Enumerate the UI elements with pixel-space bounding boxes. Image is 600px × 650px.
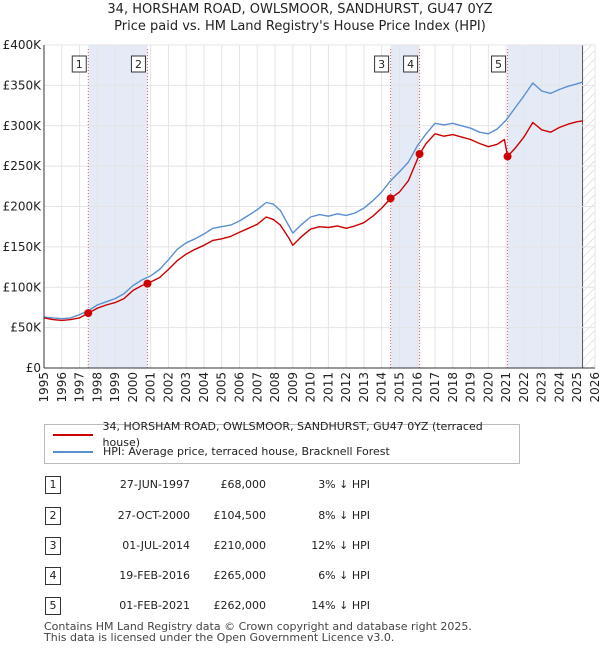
legend-item-hpi: HPI: Average price, terraced house, Brac… (53, 444, 390, 460)
transaction-label-box (491, 55, 507, 73)
y-tick-label: £250K (3, 159, 43, 173)
sale-point (143, 279, 152, 288)
transaction-hpi-diff: 8% ↓ HPI (318, 509, 370, 522)
y-tick-label: £400K (3, 38, 43, 52)
transaction-price: £68,000 (220, 478, 267, 491)
table-row: 4 19-FEB-2016 £265,000 6% ↓ HPI (0, 565, 600, 587)
x-tick-label: 2014 (375, 372, 389, 403)
footer-copyright: Contains HM Land Registry data © Crown c… (44, 620, 472, 633)
transaction-hpi-diff: 3% ↓ HPI (318, 478, 370, 491)
x-tick-label: 2016 (410, 372, 424, 403)
x-tick-label: 2011 (321, 372, 335, 403)
legend-swatch-hpi (53, 451, 93, 453)
transaction-date: 27-JUN-1997 (119, 478, 190, 491)
x-tick-label: 2015 (392, 372, 406, 403)
legend-label-property: 34, HORSHAM ROAD, OWLSMOOR, SANDHURST, G… (102, 420, 483, 449)
transaction-number-badge: 1 (45, 476, 61, 494)
x-tick-label: 2009 (286, 372, 300, 403)
x-tick-label: 2026 (588, 372, 600, 403)
x-tick-label: 2001 (144, 372, 158, 403)
transaction-label-number: 3 (378, 58, 385, 71)
transaction-label-number: 2 (135, 58, 142, 71)
transaction-label-box (71, 55, 87, 73)
sale-point (503, 152, 512, 161)
sale-point (84, 309, 93, 318)
x-tick-label: 2010 (304, 372, 318, 403)
x-tick-label: 2004 (197, 372, 211, 403)
x-tick-label: 2021 (499, 372, 513, 403)
transaction-date: 01-FEB-2021 (119, 599, 190, 612)
x-tick-label: 2002 (161, 372, 175, 403)
x-tick-label: 2024 (552, 372, 566, 403)
table-row: 1 27-JUN-1997 £68,000 3% ↓ HPI (0, 474, 600, 496)
x-tick-label: 2000 (126, 372, 140, 403)
y-tick-label: £200K (3, 200, 43, 214)
x-tick-label: 2006 (233, 372, 247, 403)
sale-point (386, 194, 395, 203)
transaction-number-badge: 3 (45, 537, 61, 555)
x-tick-label: 1995 (37, 372, 51, 403)
x-tick-label: 2007 (250, 372, 264, 403)
transaction-price: £210,000 (213, 539, 267, 552)
y-tick-label: £300K (3, 119, 43, 133)
transaction-label-box (403, 55, 419, 73)
legend-item-property: 34, HORSHAM ROAD, OWLSMOOR, SANDHURST, G… (53, 420, 519, 449)
transaction-label-box (130, 55, 146, 73)
transaction-price: £262,000 (213, 599, 267, 612)
footer-licence: This data is licensed under the Open Gov… (44, 631, 395, 644)
x-tick-label: 1998 (90, 372, 104, 403)
x-tick-label: 2023 (535, 372, 549, 403)
transaction-number-badge: 4 (45, 567, 61, 585)
property-series-line (43, 120, 583, 322)
x-tick-label: 2018 (446, 372, 460, 403)
x-tick-label: 2003 (179, 372, 193, 403)
x-tick-label: 1997 (73, 372, 87, 403)
chart-title: 34, HORSHAM ROAD, OWLSMOOR, SANDHURST, G… (107, 2, 493, 17)
table-row: 5 01-FEB-2021 £262,000 14% ↓ HPI (0, 595, 600, 617)
x-tick-label: 2005 (215, 372, 229, 403)
hpi-series-line (43, 81, 583, 320)
y-tick-label: £150K (3, 240, 43, 254)
price-chart: 1 2 3 4 5 £0 £50K £100K £150K £200K £250K £300K £350… (3, 38, 600, 403)
x-tick-label: 2012 (339, 372, 353, 403)
x-tick-label: 2017 (428, 372, 442, 403)
y-tick-label: £50K (10, 321, 42, 335)
chart-subtitle: Price paid vs. HM Land Registry's House … (114, 19, 486, 34)
transaction-price: £104,500 (213, 509, 267, 522)
sale-point (415, 150, 424, 159)
table-row: 2 27-OCT-2000 £104,500 8% ↓ HPI (0, 505, 600, 527)
transaction-hpi-diff: 6% ↓ HPI (318, 569, 370, 582)
x-tick-label: 2022 (517, 372, 531, 403)
transaction-label-number: 5 (495, 58, 502, 71)
transaction-date: 01-JUL-2014 (122, 539, 190, 552)
table-row: 3 01-JUL-2014 £210,000 12% ↓ HPI (0, 535, 600, 557)
transaction-price: £265,000 (213, 569, 267, 582)
x-tick-label: 1999 (108, 372, 122, 403)
legend-label-hpi: HPI: Average price, terraced house, Brac… (103, 445, 390, 458)
transaction-label-number: 1 (76, 58, 83, 71)
x-tick-label: 2008 (268, 372, 282, 403)
transaction-date: 19-FEB-2016 (119, 569, 190, 582)
y-tick-label: £0 (26, 361, 41, 375)
x-tick-label: 1996 (55, 372, 69, 403)
transaction-hpi-diff: 14% ↓ HPI (311, 599, 370, 612)
y-tick-label: £350K (3, 78, 43, 92)
transaction-hpi-diff: 12% ↓ HPI (311, 539, 370, 552)
transaction-label-number: 4 (407, 58, 414, 71)
transaction-date: 27-OCT-2000 (117, 509, 190, 522)
legend-swatch-property (53, 434, 93, 436)
y-tick-label: £100K (3, 280, 43, 294)
x-tick-label: 2025 (570, 372, 584, 403)
x-tick-label: 2019 (464, 372, 478, 403)
transaction-number-badge: 5 (45, 597, 61, 615)
transaction-number-badge: 2 (45, 507, 61, 525)
transaction-label-box (374, 55, 390, 73)
x-tick-label: 2020 (481, 372, 495, 403)
chart-legend: 34, HORSHAM ROAD, OWLSMOOR, SANDHURST, G… (44, 420, 520, 464)
x-tick-label: 2013 (357, 372, 371, 403)
